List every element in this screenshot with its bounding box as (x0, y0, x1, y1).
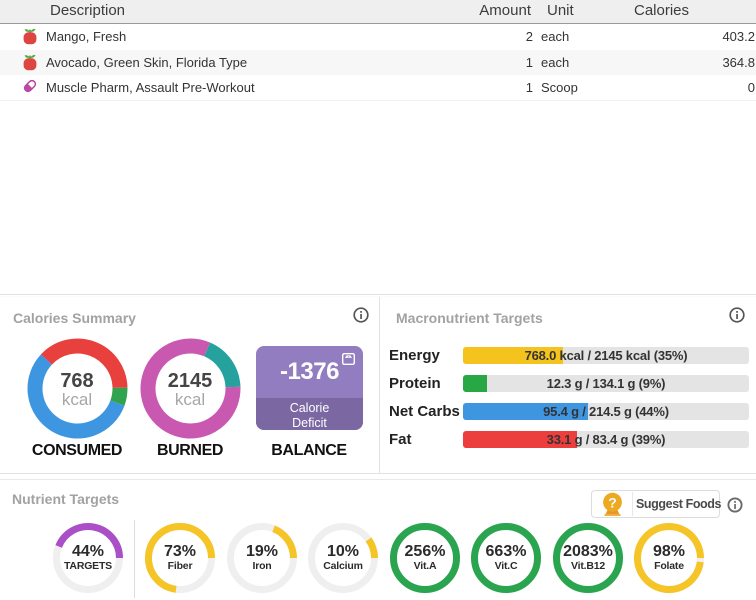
svg-text:?: ? (608, 495, 617, 511)
